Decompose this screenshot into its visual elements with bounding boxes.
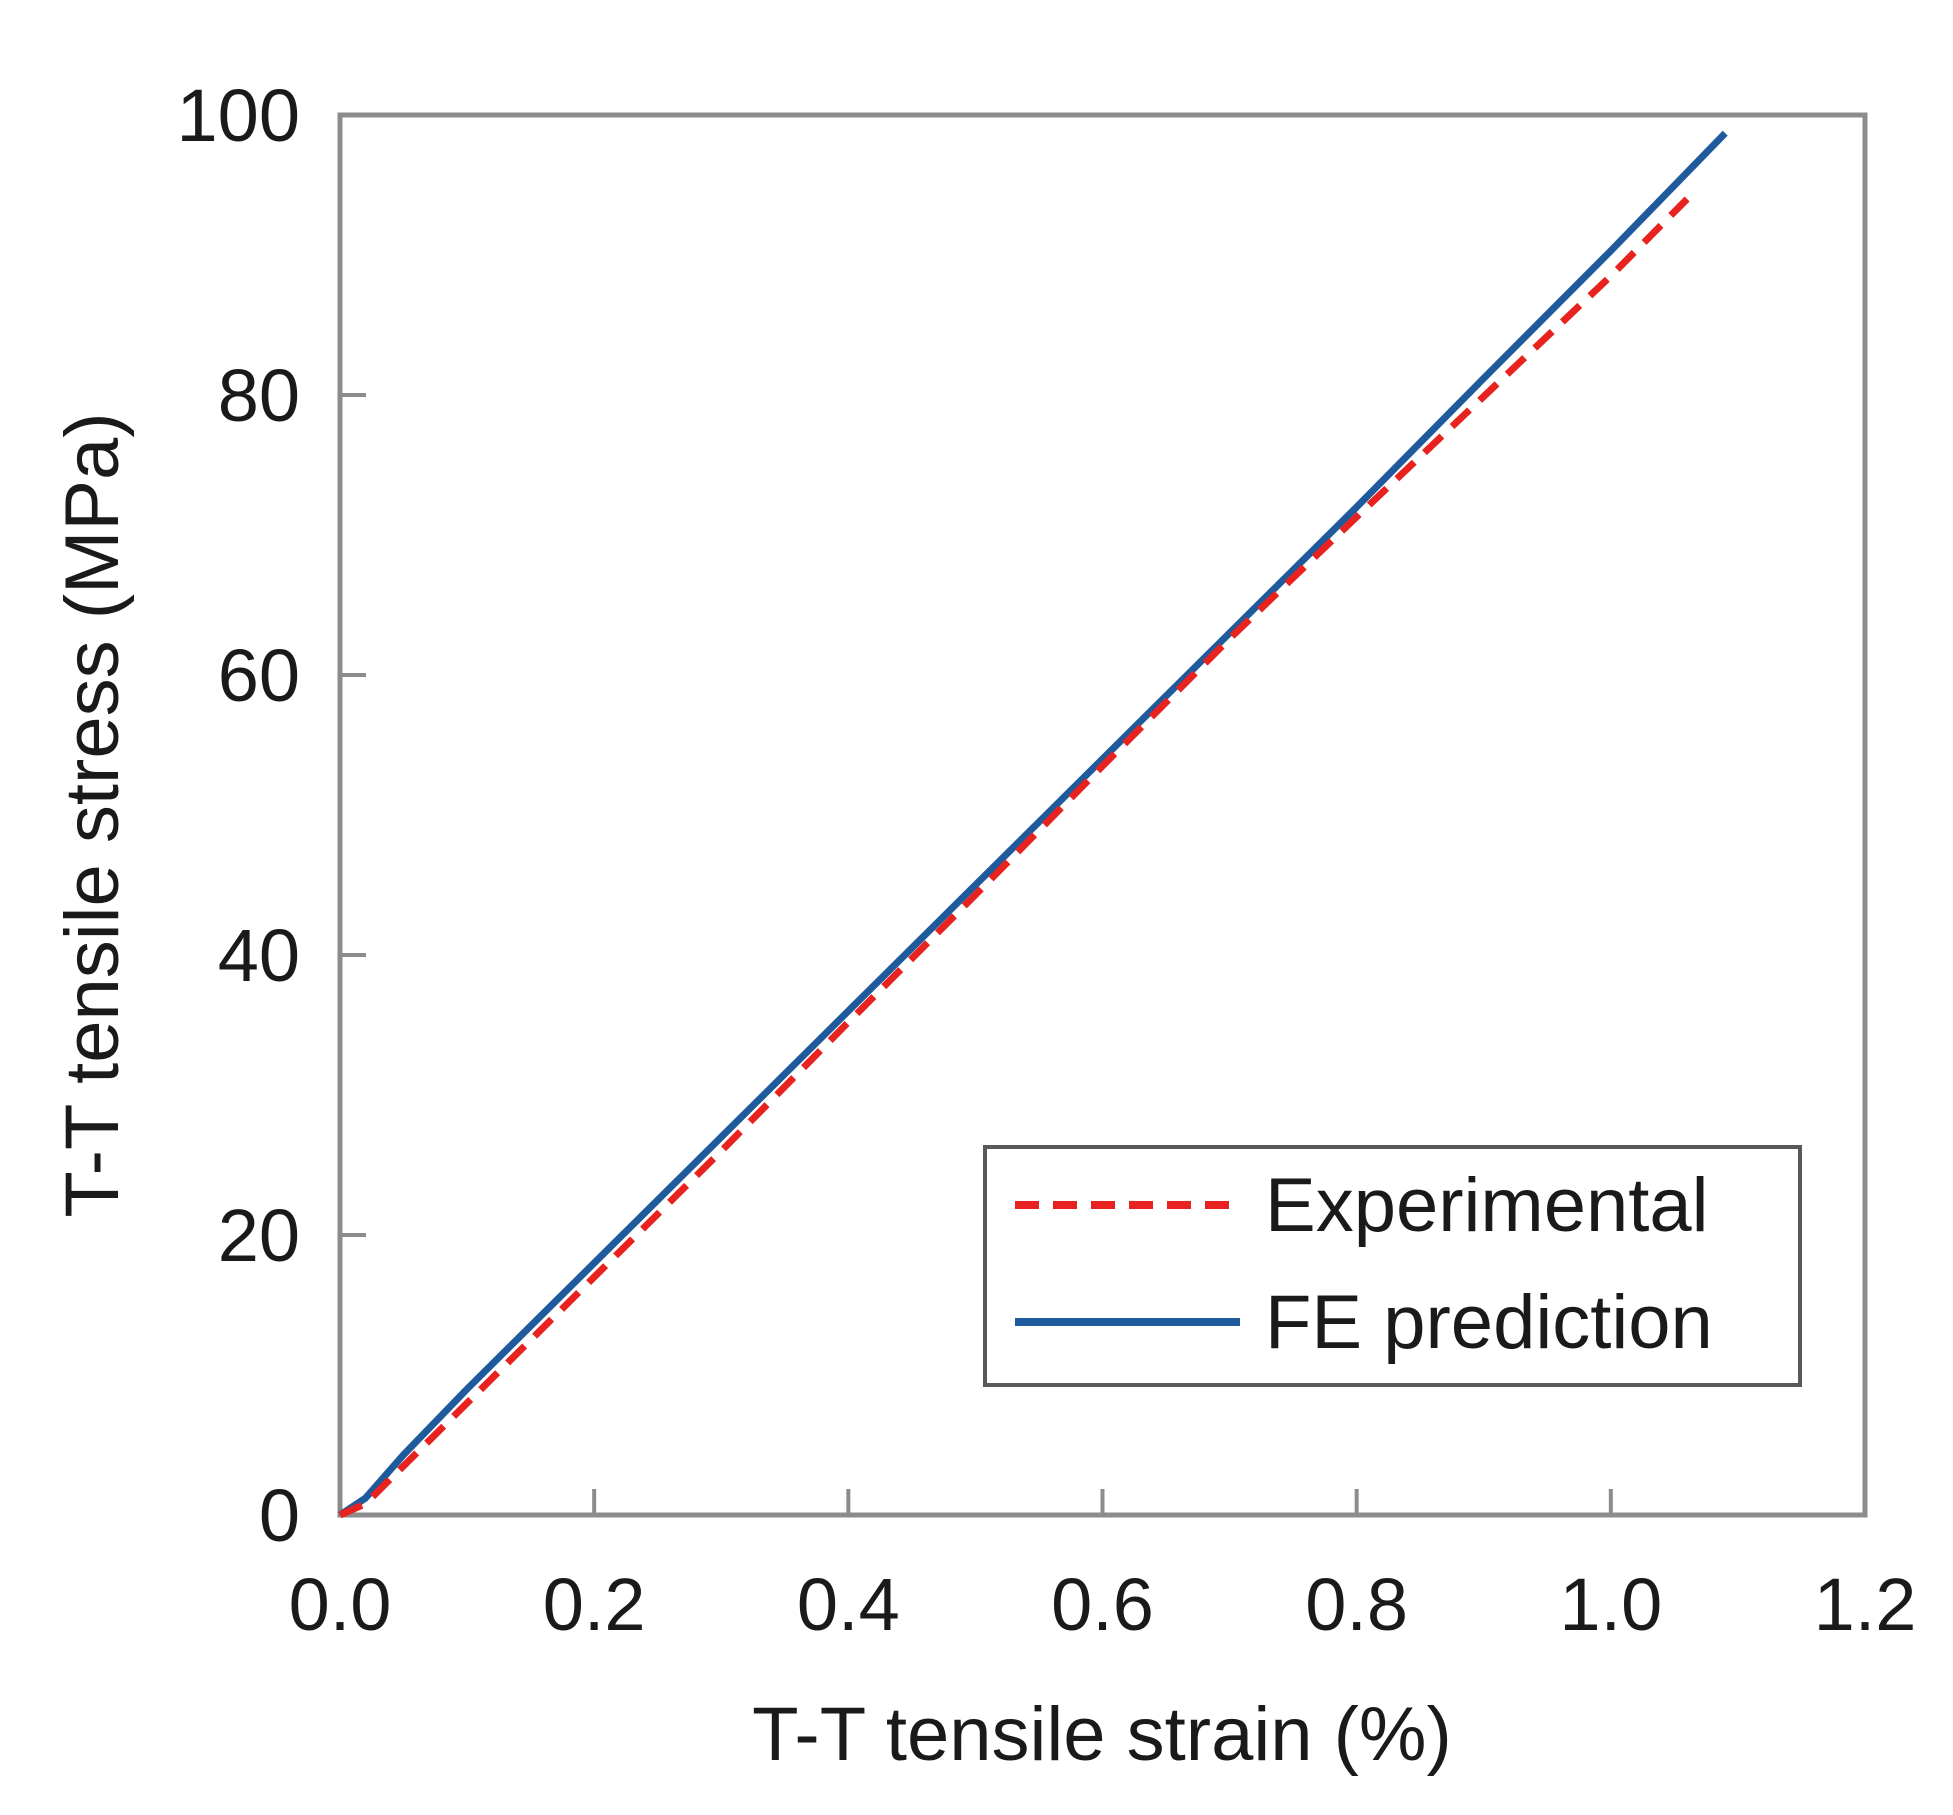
- x-tick-label: 0.2: [543, 1563, 646, 1646]
- legend-box: [983, 1145, 1802, 1387]
- y-axis-title: T-T tensile stress (MPa): [50, 412, 135, 1217]
- y-axis: 0 20 40 60 80 100: [177, 74, 366, 1557]
- legend-label-experimental: Experimental: [1265, 1163, 1709, 1248]
- series-layer: [338, 130, 1728, 1519]
- legend-label-fe-prediction: FE prediction: [1265, 1280, 1713, 1365]
- legend: Experimental FE prediction: [983, 1145, 1802, 1387]
- x-tick-label: 0.6: [1051, 1563, 1154, 1646]
- series-line-experimental: [338, 196, 1690, 1519]
- series-line-fe-prediction: [338, 130, 1728, 1518]
- x-tick-label: 0.4: [797, 1563, 900, 1646]
- y-tick-label: 100: [177, 74, 300, 157]
- y-tick-label: 40: [218, 914, 300, 997]
- x-axis: 0.0 0.2 0.4 0.6 0.8 1.0 1.2: [289, 1489, 1917, 1646]
- x-tick-label: 1.0: [1559, 1563, 1662, 1646]
- y-tick-label: 80: [218, 354, 300, 437]
- y-tick-label: 0: [259, 1474, 300, 1557]
- y-tick-label: 60: [218, 634, 300, 717]
- x-tick-label: 0.8: [1305, 1563, 1408, 1646]
- x-tick-label: 1.2: [1814, 1563, 1917, 1646]
- x-tick-label: 0.0: [289, 1563, 392, 1646]
- y-tick-label: 20: [218, 1194, 300, 1277]
- x-axis-title: T-T tensile strain (%): [752, 1692, 1452, 1777]
